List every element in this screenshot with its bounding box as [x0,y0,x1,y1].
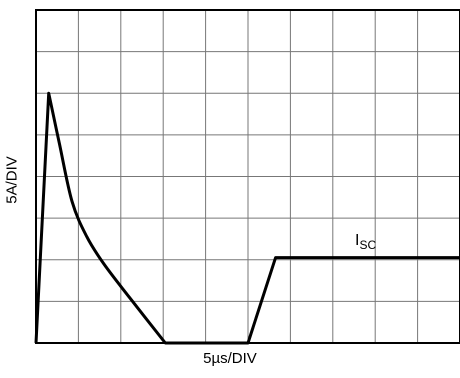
grid [36,10,460,343]
x-axis-label: 5µs/DIV [203,350,257,367]
isc-trace [34,91,460,345]
isc-trace-label: ISC [355,232,377,252]
y-axis-label: 5A/DIV [3,156,21,204]
